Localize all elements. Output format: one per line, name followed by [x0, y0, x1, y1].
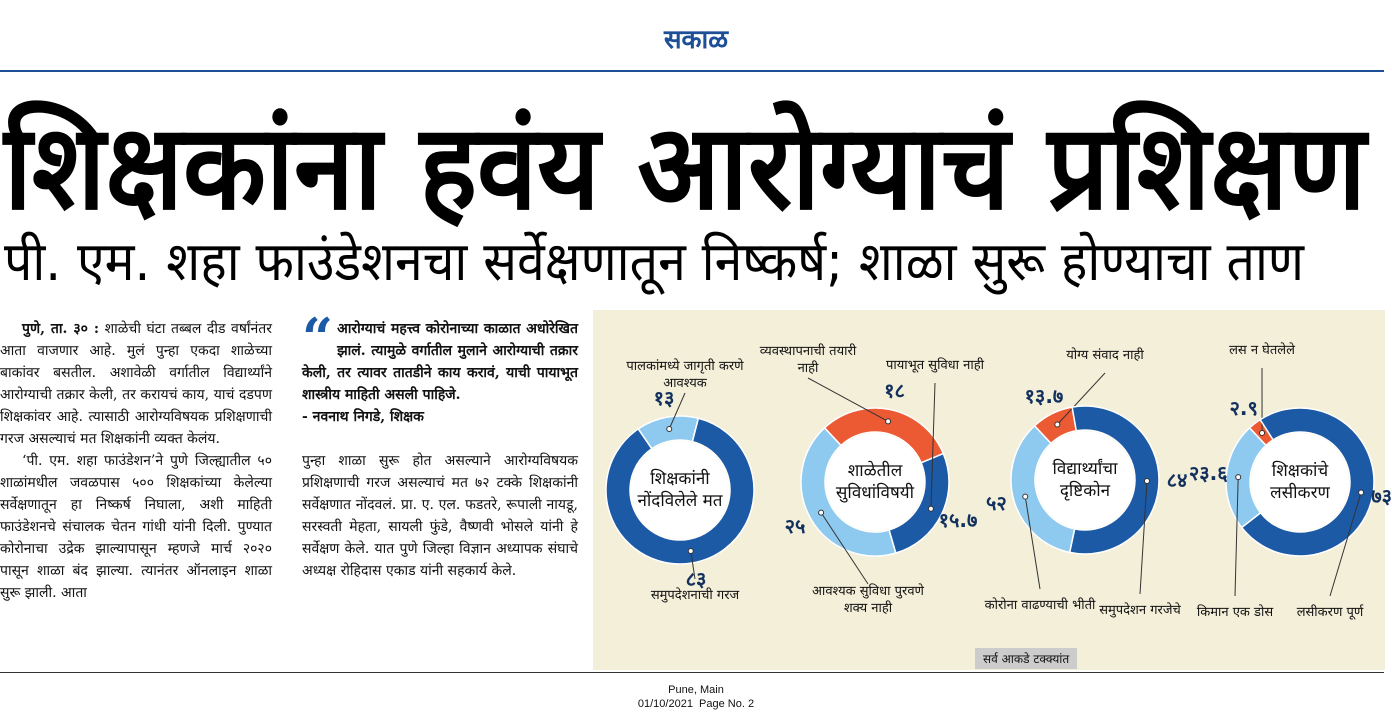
segment-caption: आवश्यक सुविधा पुरवणे शक्य नाही — [812, 584, 924, 616]
callout-dot — [885, 418, 892, 425]
callout-line — [820, 512, 869, 585]
segment-caption: योग्य संवाद नाही — [1066, 347, 1144, 363]
donut-segment — [1068, 405, 1160, 555]
callout-line — [1056, 372, 1106, 425]
donut-segment — [1240, 407, 1375, 557]
edition: Pune, Main — [668, 684, 724, 696]
donut-segment — [1225, 426, 1267, 529]
value-label: १८ — [884, 379, 905, 403]
segment-caption: व्यवस्थापनाची तयारी नाही — [759, 344, 857, 376]
value-label: १५.७ — [939, 508, 978, 532]
segment-caption: किमान एक डोस — [1196, 604, 1274, 620]
paragraph: पुन्हा शाळा सुरू होत असल्याने आरोग्यविषय… — [302, 453, 578, 579]
chart-title: शाळेतील सुविधांविषयी — [835, 461, 915, 503]
value-label: २५ — [785, 514, 806, 538]
chart-note: सर्व आकडे टक्क्यांत — [975, 648, 1078, 669]
donut-segment — [1010, 424, 1076, 554]
value-label: १३.७ — [1025, 384, 1064, 408]
chart-title: विद्यार्थ्यांचा दृष्टिकोन — [1052, 459, 1118, 501]
donut-segment — [800, 426, 897, 557]
masthead: सकाळ — [663, 25, 729, 55]
headline: शिक्षकांना हवंय आरोग्याचं प्रशिक्षण — [2, 98, 1369, 236]
donut-hole — [826, 433, 924, 531]
paragraph: ‘पी. एम. शहा फाउंडेशन’ने पुणे जिल्ह्याती… — [0, 453, 272, 601]
quote: “आरोग्याचं महत्त्व कोरोनाच्या काळात अधोर… — [302, 306, 578, 403]
rule — [0, 70, 1384, 72]
attribution: - नवनाथ निगडे, शिक्षक — [302, 409, 424, 425]
callout-dot — [1143, 478, 1150, 485]
callout-dot — [1259, 429, 1266, 436]
quote-text: आरोग्याचं महत्त्व कोरोनाच्या काळात अधोरे… — [302, 321, 578, 403]
callout-line — [668, 392, 686, 430]
segment-caption: पायाभूत सुविधा नाही — [885, 357, 985, 373]
value-label: २३.६ — [1189, 461, 1228, 485]
footer: Pune, Main 01/10/2021 Page No. 2 — [0, 683, 1392, 711]
callout-dot — [927, 505, 934, 512]
donut-segment — [605, 417, 755, 565]
value-label: २.९ — [1229, 396, 1257, 420]
segment-caption: पालकांमध्ये जागृती करणे आवश्यक — [626, 359, 744, 391]
value-label: ५२ — [986, 491, 1007, 515]
chart-title: शिक्षकांनी नोंदविलेले मत — [637, 469, 723, 511]
callout-dot — [1022, 493, 1029, 500]
dateline: पुणे, ता. ३० : — [22, 321, 100, 337]
paragraph: पुणे, ता. ३० : शाळेची घंटा तब्बल दीड वर्… — [0, 318, 272, 450]
callout-line — [930, 382, 936, 509]
value-label: १३ — [654, 386, 675, 410]
segment-caption: कोरोना वाढण्याची भीती — [984, 597, 1096, 613]
callout-dot — [687, 548, 694, 555]
column-1: पुणे, ता. ३० : शाळेची घंटा तब्बल दीड वर्… — [0, 318, 272, 604]
callout-line — [690, 550, 696, 580]
column-2: “आरोग्याचं महत्त्व कोरोनाच्या काळात अधोर… — [302, 306, 578, 582]
callout-line — [1139, 481, 1148, 595]
segment-caption: लस न घेतलेले — [1229, 342, 1295, 358]
rule — [0, 672, 1384, 673]
segment-caption: समुपदेशन गरजेचे — [1099, 602, 1181, 618]
value-label: ७३.५ — [1371, 484, 1392, 508]
donut-hole — [1036, 431, 1134, 529]
headlines: शिक्षकांना हवंय आरोग्याचं प्रशिक्षण पी. … — [2, 98, 1369, 295]
donut-hole — [1251, 433, 1349, 531]
callout-dot — [1358, 489, 1365, 496]
date-page: 01/10/2021 Page No. 2 — [637, 698, 755, 710]
callout-line — [807, 377, 889, 422]
chart-title: शिक्षकांचे लसीकरण — [1270, 461, 1330, 503]
callout-line — [1024, 496, 1041, 590]
subheadline: पी. एम. शहा फाउंडेशनचा सर्वेक्षणातून निष… — [4, 230, 1305, 295]
text: शाळेची घंटा तब्बल दीड वर्षांनंतर आता वाज… — [0, 321, 273, 447]
value-label: ८४ — [1167, 468, 1188, 492]
segment-caption: समुपदेशनाची गरज — [650, 587, 740, 603]
callout-line — [1234, 477, 1239, 597]
callout-dot — [818, 509, 825, 516]
value-label: ८३ — [686, 567, 707, 591]
donut-hole — [631, 441, 729, 539]
callout-dot — [666, 425, 673, 432]
segment-caption: लसीकरण पूर्ण — [1296, 604, 1364, 620]
callout-dot — [1235, 474, 1242, 481]
callout-line — [1329, 492, 1362, 597]
callout-dot — [1054, 421, 1061, 428]
